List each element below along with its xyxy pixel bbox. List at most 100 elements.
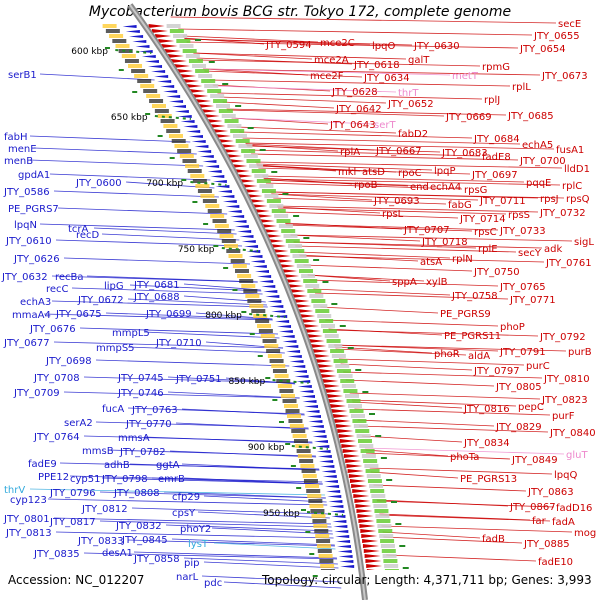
label-connector [270, 191, 565, 199]
forward-gene-arrow [238, 179, 255, 183]
annotation-band [376, 519, 391, 523]
forward-gene-arrow [337, 429, 354, 433]
annotation-band [243, 154, 258, 158]
gene-label: cyp123 [10, 495, 47, 506]
forward-gene-arrow [272, 249, 289, 253]
label-connector [219, 96, 387, 104]
annotation-band [335, 364, 350, 368]
gene-label: fabD2 [398, 129, 428, 140]
annotation-band [296, 449, 311, 453]
reverse-gene-arrow [311, 430, 326, 433]
annotation-band [262, 339, 277, 343]
annotation-band [316, 539, 331, 543]
gene-label: pip [184, 558, 199, 569]
gene-label: fadA [552, 517, 575, 528]
label-connector [226, 108, 507, 116]
annotation-band [324, 334, 339, 338]
gene-label: cpsY [172, 508, 196, 519]
annotation-band [382, 554, 397, 558]
reverse-gene-arrow [230, 215, 245, 218]
annotation-band [328, 344, 343, 348]
reverse-gene-arrow [177, 115, 192, 118]
annotation-band [370, 489, 385, 493]
gene-label: PE_PGRS7 [8, 204, 59, 215]
gene-label: JTY_0858 [133, 554, 180, 565]
gene-label: adk [544, 244, 562, 255]
annotation-band [143, 89, 158, 93]
annotation-band [195, 69, 210, 73]
annotation-band [293, 439, 308, 443]
gene-label: JTY_0586 [3, 187, 50, 198]
gene-label: far [532, 516, 547, 527]
gene-label: mce2A [314, 55, 349, 66]
reverse-gene-arrow [326, 490, 341, 493]
forward-gene-arrow [355, 504, 372, 508]
reverse-gene-arrow [237, 230, 252, 233]
gene-label: gluT [566, 450, 588, 461]
gene-label: thrV [4, 485, 25, 496]
annotation-band [221, 239, 236, 243]
forward-gene-arrow [347, 469, 364, 473]
label-connector [101, 233, 240, 241]
annotation-band [243, 289, 258, 293]
annotation-band [115, 44, 130, 48]
forward-gene-arrow [342, 449, 359, 453]
reverse-gene-arrow [205, 165, 220, 168]
gene-label: phoTa [450, 452, 479, 463]
annotation-band [305, 284, 320, 288]
forward-gene-arrow [225, 154, 242, 158]
annotation-band [195, 184, 210, 188]
gene-label: JTY_0700 [519, 156, 566, 167]
gene-label: JTY_0642 [335, 104, 382, 115]
reverse-gene-arrow [320, 465, 335, 468]
reverse-gene-arrow [151, 70, 166, 73]
forward-gene-arrow [270, 244, 287, 248]
reverse-gene-arrow [207, 170, 222, 173]
label-connector [223, 581, 342, 589]
label-connector [343, 371, 543, 379]
gene-label: JTY_0810 [543, 374, 590, 385]
annotation-band [176, 39, 191, 43]
annotation-band [355, 429, 370, 433]
label-connector [213, 85, 397, 93]
label-connector [379, 514, 551, 522]
forward-gene-arrow [354, 499, 371, 503]
axis-ticks: 600 kbp 650 kbp 700 kbp 750 kbp 800 kbp 850 k… [71, 39, 409, 577]
label-connector [325, 319, 499, 327]
label-connector [186, 41, 519, 49]
annotation-band [226, 249, 241, 253]
label-connector [365, 449, 449, 457]
label-connector [222, 101, 335, 109]
gene-label: mmpS5 [96, 343, 135, 354]
annotation-band [174, 144, 189, 148]
gene-label: fucA [102, 404, 124, 415]
gene-label: gpdA1 [18, 170, 50, 181]
forward-gene-arrow [299, 314, 316, 318]
annotation-band [149, 99, 164, 103]
gene-label: JTY_0805 [495, 382, 542, 393]
annotation-band [333, 359, 348, 363]
reverse-gene-arrow [163, 90, 178, 93]
reverse-gene-arrow [316, 450, 331, 453]
label-connector [169, 450, 317, 458]
axis-tick-guide [154, 115, 191, 120]
annotation-band [179, 154, 194, 158]
label-connector [51, 300, 268, 308]
label-connector [265, 182, 463, 190]
axis-tick-guide [272, 379, 309, 384]
forward-gene-arrow [200, 109, 217, 113]
label-connector [51, 275, 258, 283]
label-connector [201, 575, 341, 583]
gene-label: JTY_0697 [471, 170, 518, 181]
forward-gene-arrow [352, 489, 369, 493]
gene-label: recBa [55, 272, 84, 283]
gene-label: JTY_0829 [495, 422, 542, 433]
gene-label: JTY_0770 [125, 419, 172, 430]
gene-label: JTY_0672 [77, 295, 124, 306]
gene-label: thrT [398, 88, 419, 99]
gene-label: rpsJ [540, 194, 559, 205]
genome-summary: Topology: circular; Length: 4,371,711 bp… [262, 573, 592, 587]
reverse-gene-arrow [259, 280, 274, 283]
label-connector [39, 223, 235, 231]
reverse-gene-arrow [292, 370, 307, 373]
